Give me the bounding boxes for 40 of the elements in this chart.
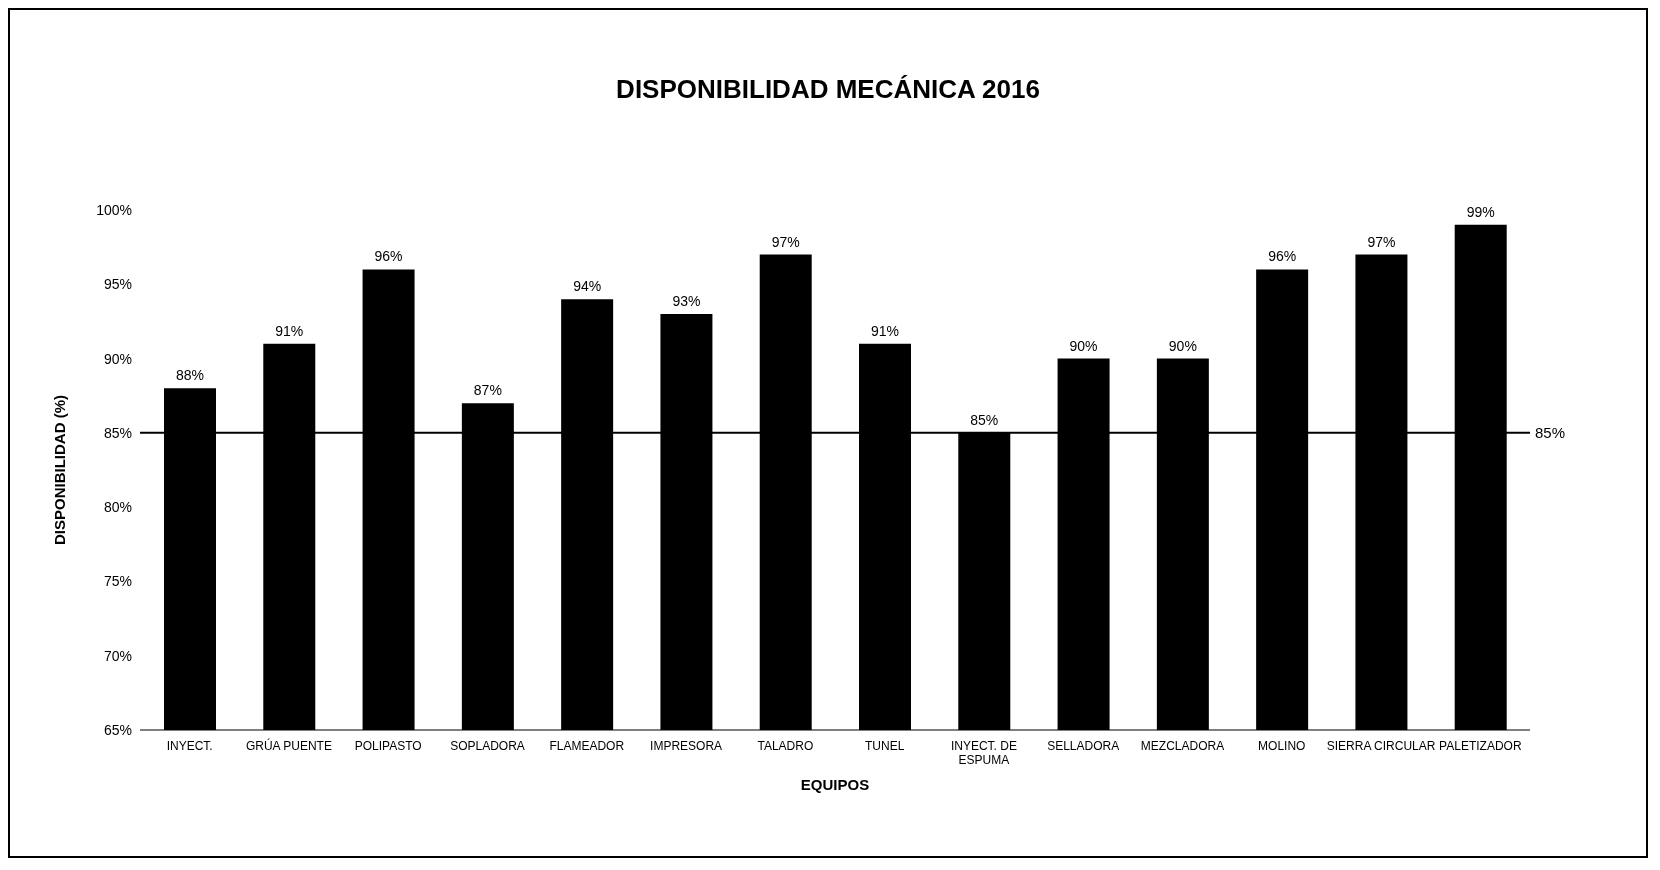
- x-tick-label: FLAMEADOR: [549, 739, 625, 753]
- y-tick-label: 80%: [103, 499, 132, 516]
- data-label: 96%: [374, 248, 403, 265]
- data-label: 93%: [672, 293, 701, 309]
- data-label: 87%: [473, 382, 502, 399]
- y-tick-label: 100%: [96, 201, 132, 218]
- data-label: 85%: [970, 411, 999, 428]
- y-tick-label: 95%: [103, 276, 132, 293]
- data-label: 90%: [1069, 337, 1098, 354]
- data-label: 90%: [1168, 337, 1197, 354]
- x-tick-label: TALADRO: [757, 739, 814, 753]
- ref-line-label: 85%: [1535, 424, 1566, 442]
- x-tick-label: TUNEL: [864, 739, 905, 753]
- x-tick-label: SOPLADORA: [450, 739, 525, 753]
- x-tick-label: SELLADORA: [1047, 739, 1120, 753]
- y-tick-label: 65%: [103, 721, 132, 738]
- data-label: 97%: [1367, 233, 1396, 250]
- data-label: 88%: [175, 367, 205, 384]
- y-axis-title: DISPONIBILIDAD (%): [51, 395, 69, 545]
- x-tick-label: MEZCLADORA: [1140, 739, 1225, 753]
- data-label: 96%: [1268, 248, 1297, 265]
- x-tick-label: POLIPASTO: [354, 739, 422, 753]
- y-tick-label: 85%: [103, 424, 132, 441]
- data-label: 94%: [573, 278, 602, 295]
- y-tick-label: 70%: [103, 647, 132, 664]
- data-label: 97%: [771, 233, 800, 250]
- x-tick-label: GRÚA PUENTE: [245, 738, 332, 753]
- chart-title: DISPONIBILIDAD MECÁNICA 2016: [615, 74, 1041, 105]
- x-tick-label: PALETIZADOR: [1439, 739, 1522, 753]
- data-label: 99%: [1466, 203, 1495, 220]
- data-label: 91%: [870, 322, 900, 339]
- y-tick-label: 90%: [103, 350, 132, 367]
- data-label: 91%: [275, 322, 304, 339]
- x-tick-label: MOLINO: [1258, 739, 1306, 753]
- x-tick-label: INYECT.: [166, 739, 213, 753]
- x-tick-label: INYECT. DE ESPUMA: [950, 739, 1017, 767]
- x-axis-title: EQUIPOS: [800, 776, 870, 793]
- y-tick-label: 75%: [103, 573, 132, 590]
- x-tick-label: SIERRA CIRCULAR: [1326, 739, 1436, 753]
- x-tick-label: IMPRESORA: [650, 739, 723, 753]
